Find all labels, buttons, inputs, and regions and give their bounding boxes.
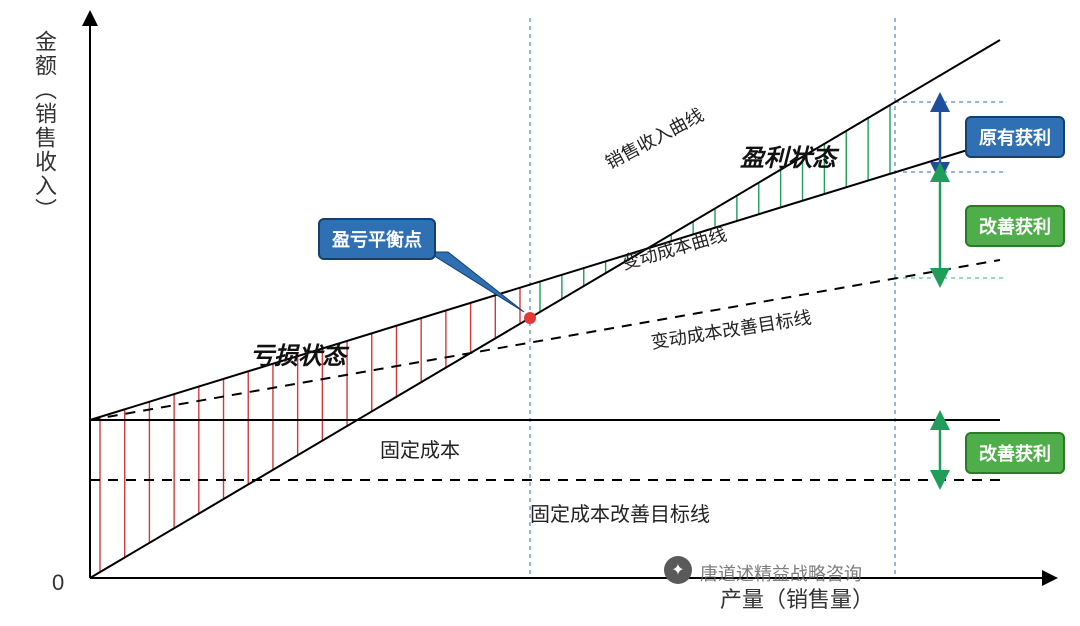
callout-improve-profit-1: 改善获利 xyxy=(965,205,1065,247)
watermark-text: 唐道述精益战略咨询 xyxy=(700,560,862,586)
label-loss-state: 亏损状态 xyxy=(250,336,346,371)
x-axis-label: 产量（销售量） xyxy=(720,582,874,614)
callout-breakeven: 盈亏平衡点 xyxy=(318,218,436,260)
origin-label: 0 xyxy=(52,570,64,596)
label-fixedcost-line: 固定成本 xyxy=(380,434,460,463)
label-profit-state: 盈利状态 xyxy=(740,138,836,173)
callout-original-profit: 原有获利 xyxy=(965,116,1065,158)
breakeven-chart xyxy=(0,0,1080,626)
y-axis-label: 金额（销售收入） xyxy=(28,30,60,222)
watermark-icon: ✦ xyxy=(664,556,692,584)
callout-improve-profit-2: 改善获利 xyxy=(965,432,1065,474)
label-fixedcost-improve-line: 固定成本改善目标线 xyxy=(530,498,710,527)
